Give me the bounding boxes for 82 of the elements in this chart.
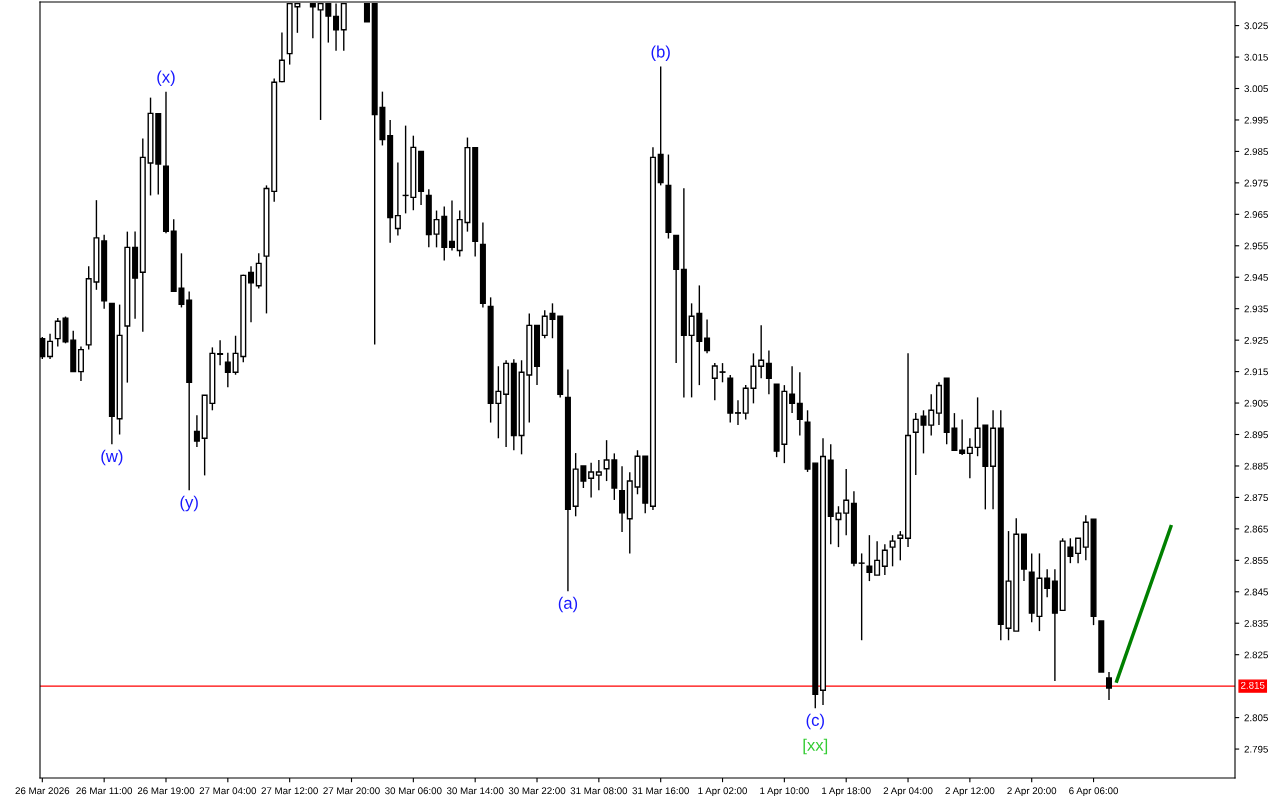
annotation: (c) — [806, 713, 824, 730]
y-tick-label: 2.895 — [1244, 431, 1268, 439]
candlestick — [719, 362, 726, 383]
x-tick-label: 31 Mar 08:00 — [570, 787, 628, 795]
candlestick — [595, 459, 602, 491]
y-tick-label: 2.855 — [1244, 557, 1268, 564]
y-tick-label: 2.945 — [1244, 273, 1268, 281]
y-tick-label: 2.915 — [1244, 368, 1268, 376]
x-tick-label: 1 Apr 18:00 — [822, 787, 871, 797]
candlestick — [47, 333, 54, 360]
candlestick — [394, 161, 401, 237]
candlestick — [734, 399, 741, 426]
annotation: (a) — [558, 596, 578, 613]
x-tick-label: 30 Mar 06:00 — [385, 787, 442, 795]
candlestick — [866, 534, 873, 582]
candlestick — [889, 534, 896, 568]
y-tick-label: 2.985 — [1244, 148, 1268, 156]
candlestick — [217, 339, 224, 367]
y-tick-label: 2.935 — [1244, 305, 1268, 313]
x-tick-label: 2 Apr 04:00 — [883, 787, 933, 797]
candlestick — [874, 540, 881, 576]
y-tick-label: 2.795 — [1244, 745, 1268, 753]
x-tick-label: 30 Mar 22:00 — [508, 787, 566, 795]
y-tick-label: 2.975 — [1244, 179, 1268, 187]
x-tick-label: 27 Mar 20:00 — [323, 787, 380, 795]
x-tick-label: 2 Apr 20:00 — [1007, 787, 1057, 797]
y-tick-label: 3.025 — [1244, 22, 1268, 30]
candlestick — [796, 371, 803, 437]
candlestick — [843, 468, 850, 536]
candlestick — [588, 462, 595, 499]
y-tick-label: 2.875 — [1244, 494, 1268, 502]
annotation: (w) — [101, 449, 123, 466]
x-tick-label: 27 Mar 04:00 — [199, 787, 257, 795]
y-tick-label: 2.955 — [1244, 242, 1268, 250]
x-tick-label: 30 Mar 14:00 — [446, 787, 504, 795]
x-tick-label: 26 Mar 19:00 — [137, 787, 195, 795]
x-tick-label: 26 Mar 2026 — [15, 787, 70, 795]
candlestick — [789, 365, 796, 414]
candlestick — [255, 252, 262, 290]
candlestick — [448, 199, 456, 252]
candlestick — [1075, 537, 1082, 564]
candlestick — [224, 352, 231, 389]
y-tick-label: 2.995 — [1244, 116, 1268, 124]
candlestick — [758, 324, 765, 379]
candlestick — [193, 414, 200, 448]
candlestick — [897, 530, 904, 562]
y-tick-label: 3.005 — [1244, 85, 1268, 93]
candlestick — [1105, 671, 1113, 701]
y-tick-label: 2.805 — [1244, 714, 1268, 722]
y-tick-label: 2.925 — [1244, 336, 1268, 344]
y-tick-label: 3.015 — [1244, 53, 1268, 61]
x-tick-label: 2 Apr 12:00 — [945, 787, 995, 797]
x-tick-label: 31 Mar 16:00 — [632, 787, 689, 795]
x-tick-label: 1 Apr 02:00 — [698, 787, 748, 797]
candlestick — [248, 265, 255, 323]
x-tick-label: 1 Apr 10:00 — [760, 787, 809, 797]
annotation: (y) — [180, 495, 198, 512]
candlestick — [765, 349, 772, 395]
candlestick — [704, 318, 711, 355]
y-tick-label: 2.845 — [1244, 588, 1268, 596]
candlestick — [77, 345, 84, 382]
y-tick-label: 2.835 — [1244, 619, 1268, 627]
y-tick-label: 2.965 — [1244, 211, 1268, 218]
candlestick — [1044, 568, 1051, 598]
y-tick-label: 2.865 — [1244, 525, 1268, 533]
candlestick — [881, 543, 888, 576]
candlestick — [959, 418, 966, 456]
candlestick — [711, 362, 718, 401]
candlestick — [858, 552, 865, 641]
y-tick-label: 2.885 — [1244, 462, 1268, 470]
y-tick-label: 2.905 — [1244, 399, 1268, 407]
candlestick — [966, 437, 973, 479]
annotation: (x) — [157, 70, 175, 87]
x-tick-label: 26 Mar 11:00 — [76, 787, 133, 795]
candlestick — [278, 31, 285, 83]
annotation: (b) — [651, 45, 670, 61]
annotation: [xx] — [803, 738, 828, 755]
y-tick-label: 2.825 — [1244, 651, 1268, 659]
ref-line-label: 2.815 — [1241, 681, 1265, 689]
x-tick-label: 6 Apr 06:00 — [1069, 787, 1119, 797]
x-tick-label: 27 Mar 12:00 — [261, 787, 318, 795]
candlestick — [619, 465, 626, 533]
